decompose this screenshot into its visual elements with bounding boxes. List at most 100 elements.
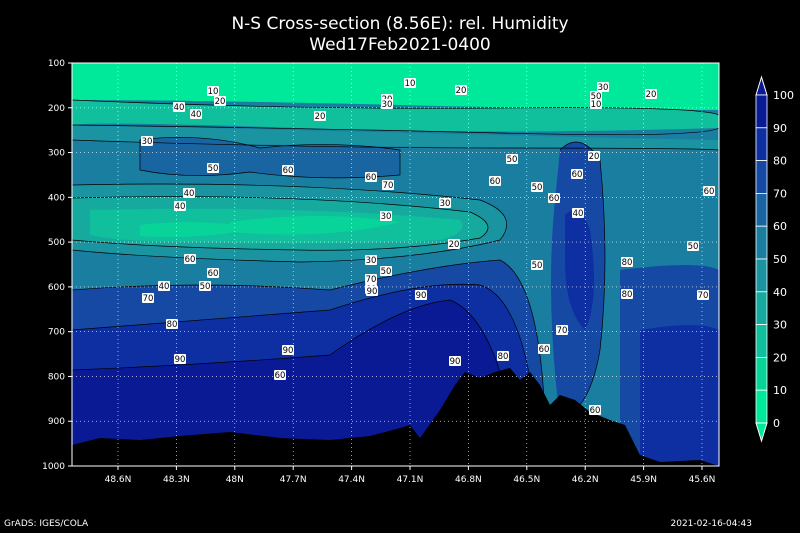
contour-label: 60: [274, 370, 286, 381]
x-tick-label: 45.9N: [630, 475, 657, 485]
contour-label: 50: [506, 154, 518, 165]
contour-label: 20: [455, 85, 467, 96]
svg-text:90: 90: [416, 291, 427, 301]
svg-text:30: 30: [382, 100, 393, 110]
y-tick-label: 300: [48, 149, 65, 159]
contour-label: 30: [365, 255, 377, 266]
svg-text:40: 40: [573, 209, 584, 219]
colorbar-segment: [755, 324, 768, 358]
svg-text:10: 10: [208, 87, 219, 97]
svg-text:30: 30: [366, 256, 377, 266]
contour-label: 50: [687, 241, 699, 252]
svg-text:50: 50: [208, 164, 219, 174]
contour-label: 80: [621, 289, 633, 300]
svg-text:60: 60: [590, 406, 601, 416]
svg-text:50: 50: [532, 261, 543, 271]
svg-text:60: 60: [185, 255, 196, 265]
contour-label: 40: [173, 102, 185, 113]
contour-label-layer: 1010202030402050103040202030502050606060…: [141, 78, 715, 416]
y-tick-label: 700: [48, 328, 65, 338]
colorbar-label: 50: [773, 253, 787, 266]
colorbar-segment: [755, 389, 768, 424]
contour-label: 70: [556, 325, 568, 336]
humidity-field: [72, 63, 719, 466]
x-tick-label: 46.8N: [455, 475, 482, 485]
contour-label: 60: [703, 186, 715, 197]
x-tick-label: 46.5N: [513, 475, 540, 485]
svg-text:50: 50: [507, 155, 518, 165]
contour-label: 30: [141, 136, 153, 147]
contour-label: 10: [207, 86, 219, 97]
contour-label: 20: [448, 239, 460, 250]
contour-label: 70: [365, 274, 377, 285]
svg-text:10: 10: [591, 100, 602, 110]
contour-label: 40: [158, 281, 170, 292]
svg-text:60: 60: [704, 187, 715, 197]
svg-text:60: 60: [275, 371, 286, 381]
x-tick-label: 45.6N: [689, 475, 716, 485]
contour-label: 90: [174, 354, 186, 365]
svg-text:80: 80: [498, 352, 509, 362]
band-0-10: [72, 63, 719, 110]
chart-title: N-S Cross-section (8.56E): rel. Humidity: [231, 14, 569, 34]
axis-layer: 48.6N 48.3N 48N 47.7N 47.4N 47.1N 46.8N 46.5N 46…: [42, 59, 715, 485]
svg-text:90: 90: [175, 355, 186, 365]
contour-label: 50: [531, 260, 543, 271]
svg-text:70: 70: [557, 326, 568, 336]
colorbar-segment: [755, 192, 768, 227]
colorbar-label: 60: [773, 220, 787, 233]
contour-label: 60: [365, 172, 377, 183]
svg-text:40: 40: [159, 282, 170, 292]
svg-text:30: 30: [598, 83, 609, 93]
svg-text:60: 60: [572, 170, 583, 180]
x-tick-label: 48.3N: [163, 475, 190, 485]
chart-subtitle: Wed17Feb2021-0400: [309, 35, 491, 55]
x-tick-label: 48N: [226, 475, 244, 485]
contour-label: 50: [380, 266, 392, 277]
contour-label: 30: [380, 211, 392, 222]
x-tick-label: 47.4N: [338, 475, 365, 485]
svg-text:40: 40: [174, 103, 185, 113]
svg-text:80: 80: [622, 290, 633, 300]
contour-label: 50: [590, 91, 602, 102]
x-tick-label: 47.1N: [397, 475, 424, 485]
y-tick-label: 200: [48, 104, 65, 114]
colorbar-segment: [755, 258, 768, 293]
contour-label: 80: [497, 351, 509, 362]
y-tick-label: 400: [48, 193, 65, 203]
svg-text:80: 80: [622, 258, 633, 268]
terrain: [72, 368, 719, 466]
y-tick-label: 800: [48, 372, 65, 382]
contour-label: 90: [449, 356, 461, 367]
contour-label: 60: [489, 176, 501, 187]
contour-label: 50: [199, 281, 211, 292]
svg-text:30: 30: [142, 137, 153, 147]
contour-label: 60: [589, 405, 601, 416]
contour-label: 60: [571, 169, 583, 180]
colorbar-label: 20: [773, 351, 787, 364]
colorbar-label: 30: [773, 319, 787, 332]
contour-label: 70: [142, 293, 154, 304]
contour-label: 20: [214, 96, 226, 107]
svg-text:20: 20: [646, 90, 657, 100]
svg-text:80: 80: [167, 320, 178, 330]
colorbar-label: 90: [773, 122, 787, 135]
contour-label: 30: [381, 99, 393, 110]
contour-label: 60: [282, 165, 294, 176]
band-80-right: [565, 210, 594, 330]
svg-text:70: 70: [143, 294, 154, 304]
svg-text:60: 60: [283, 166, 294, 176]
x-tick-label: 47.7N: [280, 475, 307, 485]
contour-label: 60: [538, 344, 550, 355]
colorbar: 0 10 20 30 40 50 60 70 80 90 100: [755, 75, 794, 443]
svg-text:60: 60: [490, 177, 501, 187]
contour-label: 70: [382, 180, 394, 191]
contour-label: 20: [314, 111, 326, 122]
svg-text:20: 20: [215, 97, 226, 107]
contour-label: 60: [207, 268, 219, 279]
colorbar-segment: [755, 291, 768, 325]
plot-frame: [71, 62, 720, 467]
contour-label: 90: [415, 290, 427, 301]
contour-label: 40: [174, 201, 186, 212]
